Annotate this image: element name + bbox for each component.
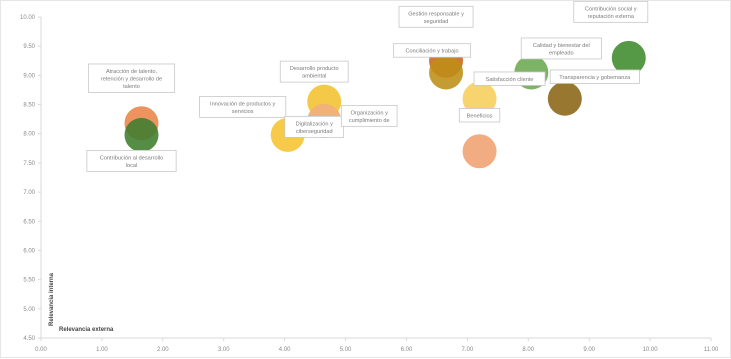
bubble-label-text: servicios bbox=[232, 109, 254, 115]
bubble-label: Organización y cumplimiento de bbox=[340, 104, 398, 127]
bubble-label-text: Transparencia y gobernanza bbox=[559, 75, 631, 81]
y-tick-label: 10.00 bbox=[20, 15, 36, 21]
bubble-label-box bbox=[473, 71, 546, 86]
bubble-label-text: retención y desarrollo de bbox=[101, 76, 162, 82]
x-tick-label: 0.00 bbox=[35, 347, 47, 353]
y-tick-label: 8.00 bbox=[23, 132, 35, 138]
bubble-label-text: cumplimiento de bbox=[349, 118, 390, 124]
x-tick-label: 10.00 bbox=[643, 347, 659, 353]
x-tick-label: 5.00 bbox=[340, 347, 352, 353]
y-tick-label: 9.00 bbox=[23, 73, 35, 79]
y-axis-title: Relevancia interna bbox=[49, 272, 55, 326]
bubble-label-box bbox=[284, 115, 345, 138]
bubble-label: Transparencia y gobernanza bbox=[549, 69, 640, 84]
bubble bbox=[462, 81, 497, 116]
bubble-label-box bbox=[549, 69, 640, 84]
x-axis-title: Relevancia externa bbox=[59, 327, 114, 333]
bubble-label-text: reputación externa bbox=[588, 14, 635, 20]
x-tick-label: 4.00 bbox=[279, 347, 291, 353]
bubble-label: Conciliación y trabajo bbox=[393, 43, 471, 58]
bubble-label-text: Contribución al desarrollo bbox=[100, 155, 163, 161]
x-tick-label: 7.00 bbox=[462, 347, 474, 353]
y-tick-label: 7.00 bbox=[23, 190, 35, 196]
bubble-label-text: Gestión responsable y bbox=[408, 11, 464, 17]
bubble bbox=[124, 117, 159, 152]
y-tick-label: 5.00 bbox=[23, 307, 35, 313]
y-tick-label: 4.50 bbox=[23, 336, 35, 342]
ticks-layer: 0.00 1.00 2.00 3.00 4.00 5.00 6.00 7.00 8.00 9.00… bbox=[20, 15, 719, 353]
bubble-label-text: ciberseguridad bbox=[296, 129, 333, 135]
bubble-label-text: Contribución social y bbox=[585, 6, 637, 12]
bubble-label-box bbox=[393, 43, 471, 58]
bubble-label: Beneficios bbox=[458, 108, 501, 123]
y-tick-label: 6.00 bbox=[23, 248, 35, 254]
y-tick-label: 5.50 bbox=[23, 278, 35, 284]
bubble bbox=[611, 40, 646, 75]
y-tick-label: 8.50 bbox=[23, 103, 35, 109]
y-tick-label: 9.50 bbox=[23, 44, 35, 50]
bubble-label-text: Desarrollo producto bbox=[290, 66, 339, 72]
bubble-label-text: Organización y bbox=[351, 110, 389, 116]
x-tick-label: 9.00 bbox=[583, 347, 595, 353]
bubble-label-box bbox=[86, 149, 177, 172]
bubble-label: Contribución social y reputación externa bbox=[573, 1, 649, 23]
bubble-label-text: talento bbox=[123, 84, 140, 90]
bubble-label: Digitalización y ciberseguridad bbox=[284, 115, 345, 138]
bubble-label-text: ambiental bbox=[302, 74, 326, 80]
bubble-label-text: local bbox=[126, 163, 138, 169]
bubble bbox=[429, 55, 464, 90]
bubble-label: Gestión responsable y seguridad bbox=[398, 5, 474, 28]
x-tick-label: 8.00 bbox=[522, 347, 534, 353]
bubble-label: Contribución al desarrollo local bbox=[86, 149, 177, 172]
y-tick-label: 7.50 bbox=[23, 161, 35, 167]
bubble-label: Atracción de talento,retención y desarro… bbox=[87, 63, 176, 93]
x-tick-label: 11.00 bbox=[704, 347, 719, 353]
bubble-label-text: Calidad y bienestar del bbox=[533, 43, 590, 49]
bubble-label-box bbox=[520, 37, 602, 60]
bubble-label-box bbox=[398, 5, 474, 28]
bubble-label-text: Atracción de talento, bbox=[106, 69, 157, 75]
x-tick-label: 1.00 bbox=[96, 347, 108, 353]
bubble-label-box bbox=[279, 60, 349, 83]
x-tick-label: 3.00 bbox=[218, 347, 230, 353]
bubble bbox=[547, 81, 582, 116]
bubble-label-box bbox=[340, 104, 398, 127]
bubble-label-box bbox=[199, 95, 287, 118]
bubble-label-text: Innovación de productos y bbox=[210, 101, 276, 107]
bubble-label-text: Satisfacción cliente bbox=[486, 77, 534, 83]
axes-layer bbox=[40, 17, 711, 339]
bubble-label-box bbox=[87, 63, 176, 93]
labels-layer: Atracción de talento,retención y desarro… bbox=[86, 1, 649, 172]
bubble-label-text: seguridad bbox=[424, 19, 449, 25]
y-tick-label: 6.50 bbox=[23, 219, 35, 225]
x-tick-label: 6.00 bbox=[401, 347, 413, 353]
bubble-label-box bbox=[458, 108, 501, 123]
bubble-label-text: Beneficios bbox=[467, 113, 493, 119]
bubble-label: Satisfacción cliente bbox=[473, 71, 546, 86]
bubble-label-text: empleado bbox=[549, 50, 574, 56]
bubble-label-text: Digitalización y bbox=[296, 121, 334, 127]
bubble-label: Innovación de productos y servicios bbox=[199, 95, 287, 118]
bubble-label-text: Conciliación y trabajo bbox=[405, 49, 458, 55]
bubble-label: Desarrollo producto ambiental bbox=[279, 60, 349, 83]
bubble bbox=[462, 134, 497, 169]
bubble-label-box bbox=[573, 1, 649, 23]
x-tick-label: 2.00 bbox=[157, 347, 169, 353]
